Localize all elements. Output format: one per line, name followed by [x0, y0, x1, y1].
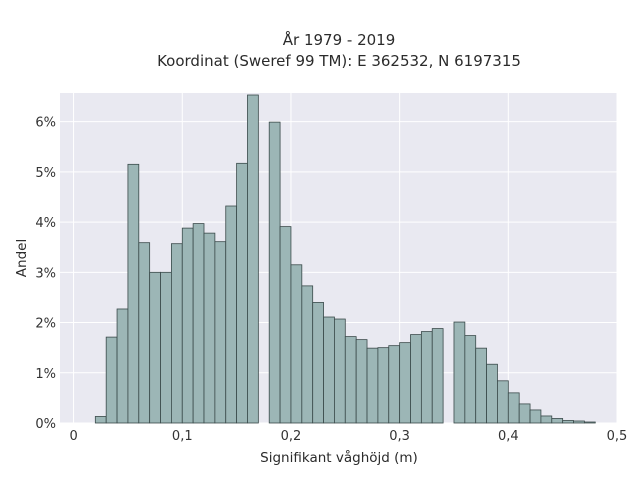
- histogram-bar: [105, 336, 118, 424]
- histogram-bar: [268, 121, 281, 424]
- bars-group: [94, 94, 596, 424]
- histogram-bar: [583, 421, 596, 424]
- histogram-bar: [464, 335, 477, 424]
- histogram-bar: [323, 316, 335, 424]
- histogram-bar: [431, 328, 444, 424]
- histogram-bar: [116, 308, 129, 424]
- x-tick-label: 0,3: [389, 429, 410, 444]
- histogram-bar: [377, 347, 390, 424]
- histogram-bar: [279, 226, 292, 424]
- x-tick-label: 0,5: [607, 429, 628, 444]
- histogram-bar: [236, 162, 248, 424]
- y-axis-label: Andel: [14, 239, 30, 277]
- histogram-bar: [334, 318, 346, 424]
- histogram-bar: [420, 331, 433, 424]
- histogram-bar: [453, 321, 466, 424]
- histogram-bar: [399, 342, 411, 424]
- histogram-bar: [518, 403, 531, 424]
- histogram-bar: [388, 345, 401, 424]
- histogram-bar: [138, 242, 151, 424]
- y-tick-label: 5%: [35, 166, 56, 181]
- x-tick-label: 0,1: [172, 429, 193, 444]
- histogram-bar: [170, 243, 183, 424]
- histogram-bar: [290, 264, 303, 424]
- x-tick-labels: 0 0,1 0,2 0,3 0,4 0,5: [69, 429, 627, 444]
- histogram-bar: [225, 205, 238, 424]
- y-tick-label: 4%: [35, 216, 56, 231]
- x-tick-label: 0,2: [281, 429, 302, 444]
- histogram-bar: [312, 302, 324, 424]
- histogram-bar: [366, 347, 379, 424]
- y-tick-label: 1%: [35, 367, 56, 382]
- y-tick-label: 0%: [35, 417, 56, 432]
- histogram-bar: [410, 334, 422, 424]
- chart-title-line2: Koordinat (Sweref 99 TM): E 362532, N 61…: [157, 52, 521, 70]
- y-tick-label: 3%: [35, 266, 56, 281]
- x-tick-label: 0,4: [498, 429, 519, 444]
- histogram-bar: [507, 392, 520, 424]
- histogram-bar: [551, 418, 564, 424]
- chart-title-line1: År 1979 - 2019: [283, 30, 396, 49]
- histogram-bar: [529, 409, 542, 424]
- x-tick-label: 0: [69, 429, 77, 444]
- histogram-bar: [573, 420, 585, 424]
- histogram-bar: [127, 163, 140, 424]
- x-axis-label: Signifikant våghöjd (m): [260, 449, 418, 466]
- histogram-bar: [562, 420, 574, 424]
- histogram-bar: [181, 227, 194, 424]
- histogram-bar: [160, 271, 172, 424]
- histogram-bar: [475, 347, 487, 424]
- histogram-bar: [344, 336, 357, 424]
- histogram-bar: [192, 223, 205, 424]
- histogram-bar: [497, 380, 509, 424]
- y-tick-label: 6%: [35, 116, 56, 131]
- y-tick-label: 2%: [35, 317, 56, 332]
- histogram-bar: [149, 271, 161, 424]
- histogram-bar: [203, 232, 216, 424]
- histogram-bar: [214, 241, 227, 424]
- histogram-bar: [94, 416, 107, 424]
- histogram-bar: [301, 285, 314, 424]
- histogram-bar: [247, 94, 259, 424]
- histogram-bar: [486, 363, 498, 424]
- y-tick-labels: 0% 1% 2% 3% 4% 5% 6%: [35, 116, 56, 432]
- histogram-bar: [355, 339, 368, 424]
- histogram-bar: [540, 415, 553, 424]
